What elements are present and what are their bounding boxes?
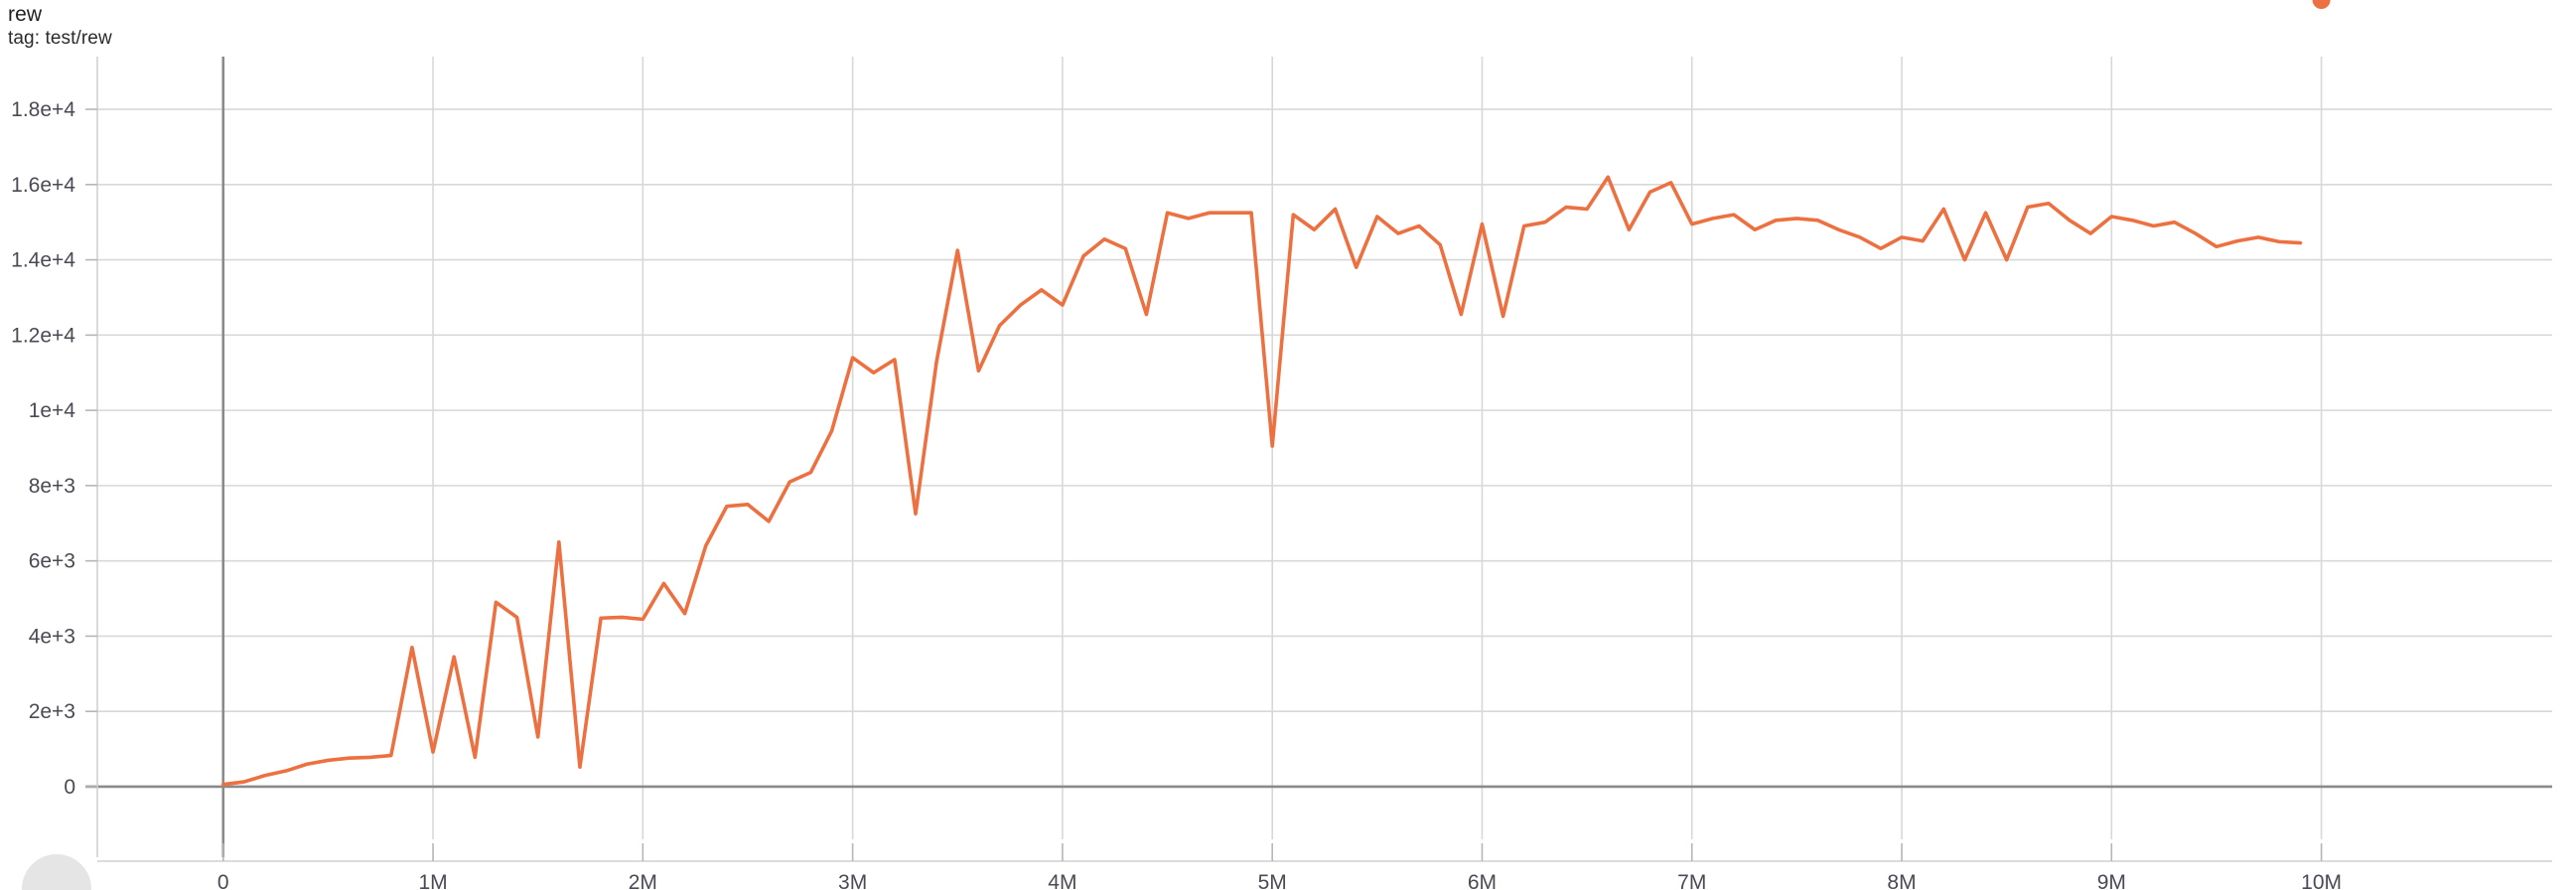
page-title: rew — [8, 3, 43, 26]
x-tick-label: 10M — [2301, 871, 2342, 890]
x-tick-label: 4M — [1048, 871, 1076, 890]
x-tick-label: 3M — [838, 871, 867, 890]
y-tick-label: 8e+3 — [29, 475, 75, 498]
x-tick-label: 6M — [1468, 871, 1497, 890]
last-data-point-marker[interactable] — [2312, 0, 2331, 9]
y-tick-label: 4e+3 — [29, 625, 75, 648]
y-tick-label: 1.4e+4 — [11, 249, 75, 272]
x-tick-label: 8M — [1887, 871, 1916, 890]
vertical-gridlines — [432, 57, 2323, 839]
chart-header: rew tag: test/rew — [8, 2, 703, 50]
y-tick-label: 1e+4 — [29, 399, 76, 422]
y-tick-label: 2e+3 — [29, 700, 75, 723]
y-tick-label: 1.6e+4 — [11, 174, 75, 197]
x-tick-label: 5M — [1258, 871, 1287, 890]
horizontal-gridlines — [97, 108, 2552, 712]
y-axis-labels: 0 2e+3 4e+3 6e+3 8e+3 1e+4 1.2e+4 1.4e+4 1.6e+4 1… — [11, 98, 75, 799]
y-tick-label: 0 — [64, 776, 75, 799]
series-line-rew[interactable] — [220, 175, 2303, 787]
y-tick-label: 6e+3 — [29, 550, 75, 573]
x-tick-label: 0 — [217, 871, 229, 890]
axis-lines — [85, 57, 2552, 862]
tick-marks — [85, 108, 2323, 861]
x-tick-label: 1M — [418, 871, 447, 890]
x-tick-label: 2M — [629, 871, 657, 890]
y-tick-label: 1.2e+4 — [11, 324, 75, 347]
x-axis-labels: 0 1M 2M 3M 4M 5M 6M 7M 8M 9M 10M — [217, 871, 2342, 890]
x-tick-label: 9M — [2097, 871, 2126, 890]
y-tick-label: 1.8e+4 — [11, 98, 75, 121]
x-tick-label: 7M — [1677, 871, 1706, 890]
chart-tag-label: tag: test/rew — [8, 28, 112, 49]
